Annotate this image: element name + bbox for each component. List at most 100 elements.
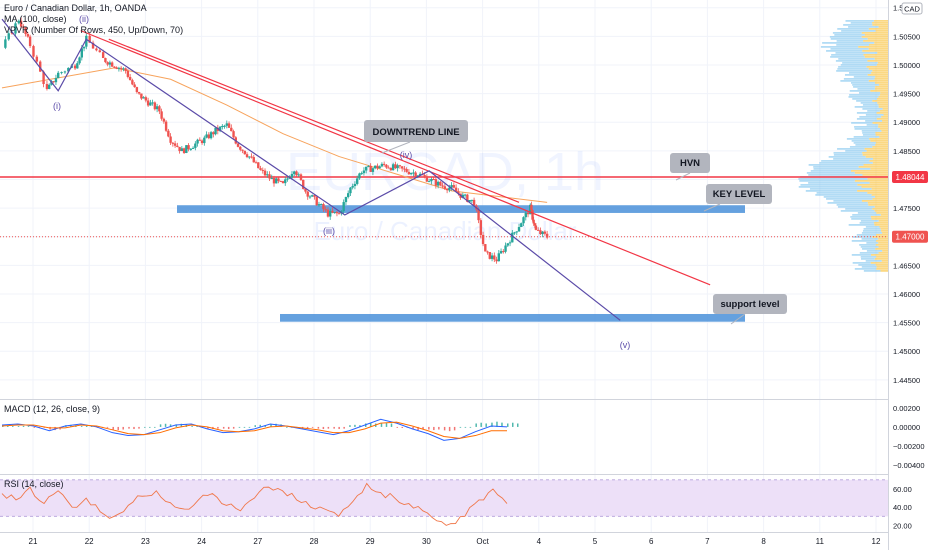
- trend-lines[interactable]: [80, 30, 711, 286]
- candle-body: [416, 175, 420, 177]
- elliott-wave[interactable]: [1, 18, 621, 321]
- macd-histogram-bar: [459, 426, 462, 428]
- volume-profile-bar-up: [853, 86, 876, 88]
- candle-body: [209, 132, 213, 139]
- macd-histogram-bar: [453, 426, 456, 431]
- rsi-legend[interactable]: RSI (14, close): [4, 479, 64, 489]
- volume-profile-bar-up: [861, 130, 882, 132]
- macd-histogram-bar: [485, 423, 487, 427]
- volume-profile-bar-down: [863, 54, 888, 56]
- candle-body: [290, 173, 294, 178]
- key-level-callout-pointer: [703, 203, 721, 212]
- macd-pane: [1, 418, 519, 441]
- volume-profile-bar-up: [822, 42, 875, 44]
- time-tick-label: 22: [85, 537, 94, 546]
- time-axis[interactable]: 21 22 23 24 27 28 29 30 Oct 4 5 6 7 8 11 12: [29, 537, 881, 546]
- candle-body: [331, 210, 334, 213]
- volume-profile-bar-up: [859, 92, 881, 94]
- candle-body: [293, 171, 296, 174]
- macd-histogram-bar: [428, 426, 430, 430]
- candle-body: [284, 179, 287, 184]
- downtrend-line-callout[interactable]: DOWNTREND LINE: [364, 120, 468, 154]
- volume-profile-bar-down: [867, 178, 888, 180]
- volume-profile-bar-up: [843, 24, 873, 26]
- candle-body: [299, 174, 303, 180]
- volume-profile-bar-up: [835, 52, 878, 54]
- volume-profile-bar-up: [853, 76, 876, 78]
- symbol-title[interactable]: Euro / Canadian Dollar, 1h, OANDA: [4, 3, 147, 13]
- price-axis[interactable]: 1.510001.505001.500001.495001.490001.485…: [893, 4, 920, 385]
- volume-profile-bar-up: [813, 168, 871, 170]
- volume-profile-bar-up: [848, 26, 879, 28]
- candle-body: [488, 252, 492, 259]
- candle-body: [275, 178, 278, 184]
- volume-profile-bar-down: [881, 230, 888, 232]
- volume-profile-bar-up: [855, 144, 876, 146]
- macd-histogram-bar: [496, 421, 498, 427]
- candle-body: [4, 39, 7, 48]
- macd-histogram-bar: [438, 426, 440, 430]
- volume-profile-bar-down: [857, 190, 888, 192]
- macd-histogram-bar: [359, 425, 361, 427]
- volume-profile-bar-up: [837, 148, 865, 150]
- hvn-callout[interactable]: HVN: [670, 153, 710, 181]
- time-tick-label: Oct: [476, 537, 489, 546]
- candle-body: [344, 197, 348, 203]
- candle-body: [191, 147, 195, 149]
- volume-profile-bar-up: [831, 54, 864, 56]
- volume-profile-bar-up: [862, 132, 876, 134]
- volume-profile-bar-down: [883, 114, 888, 116]
- candle-body: [342, 202, 345, 212]
- candle-body: [82, 46, 86, 49]
- currency-badge[interactable]: [901, 2, 923, 15]
- volume-profile-bar-up: [836, 44, 870, 46]
- candle-body: [194, 143, 197, 148]
- time-tick-label: 27: [253, 537, 262, 546]
- volume-profile-bar-up: [854, 128, 880, 130]
- volume-profile-bar-up: [856, 112, 877, 114]
- volume-profile-bar-up: [840, 80, 869, 82]
- volume-profile-bar-down: [872, 122, 888, 124]
- volume-profile-bar-down: [875, 248, 888, 250]
- candle-body: [248, 156, 251, 158]
- volume-profile-bar-down: [881, 260, 888, 262]
- candle-body: [313, 195, 316, 197]
- volume-profile-bar-up: [808, 182, 870, 184]
- ma-legend[interactable]: MA (100, close): [4, 14, 67, 24]
- support-level-callout[interactable]: support level: [713, 294, 787, 325]
- hvn-callout-box: [670, 153, 710, 173]
- candle-body: [534, 225, 538, 230]
- price-tick-label: 1.45500: [893, 319, 920, 328]
- macd-histogram-bar: [401, 426, 404, 428]
- key-level-zone[interactable]: [177, 205, 745, 213]
- volume-profile-bar-down: [868, 80, 888, 82]
- volume-profile-bar-up: [800, 184, 858, 186]
- key-level-callout[interactable]: KEY LEVEL: [703, 184, 772, 212]
- candle-body: [452, 185, 456, 188]
- candle-body: [302, 179, 305, 189]
- candle-body: [304, 188, 307, 192]
- volume-profile-bar-down: [880, 92, 888, 94]
- volume-profile-bar-up: [865, 260, 882, 262]
- candle-body: [315, 196, 318, 206]
- volume-profile-bar-up: [836, 40, 864, 42]
- vpvr-legend[interactable]: VPVR (Number Of Rows, 450, Up/Down, 70): [4, 25, 183, 35]
- candle-body: [277, 178, 280, 181]
- macd-histogram-bar: [448, 426, 451, 432]
- volume-profile-bar-down: [875, 30, 888, 32]
- candle-body: [443, 186, 447, 189]
- macd-legend[interactable]: MACD (12, 26, close, 9): [4, 404, 100, 414]
- volume-profile-bar-up: [865, 120, 883, 122]
- support-level-zone[interactable]: [280, 313, 745, 322]
- rsi-tick-label: 60.00: [893, 485, 912, 494]
- macd-histogram-bar: [106, 426, 109, 428]
- candle-body: [396, 165, 399, 169]
- candle-body: [378, 166, 381, 169]
- volume-profile-bar-up: [809, 188, 872, 190]
- candle-body: [182, 148, 186, 154]
- volume-profile-bar-up: [861, 238, 879, 240]
- candle-body: [349, 187, 352, 194]
- volume-profile-bar-down: [861, 32, 888, 34]
- volume-profile-bar-down: [879, 110, 888, 112]
